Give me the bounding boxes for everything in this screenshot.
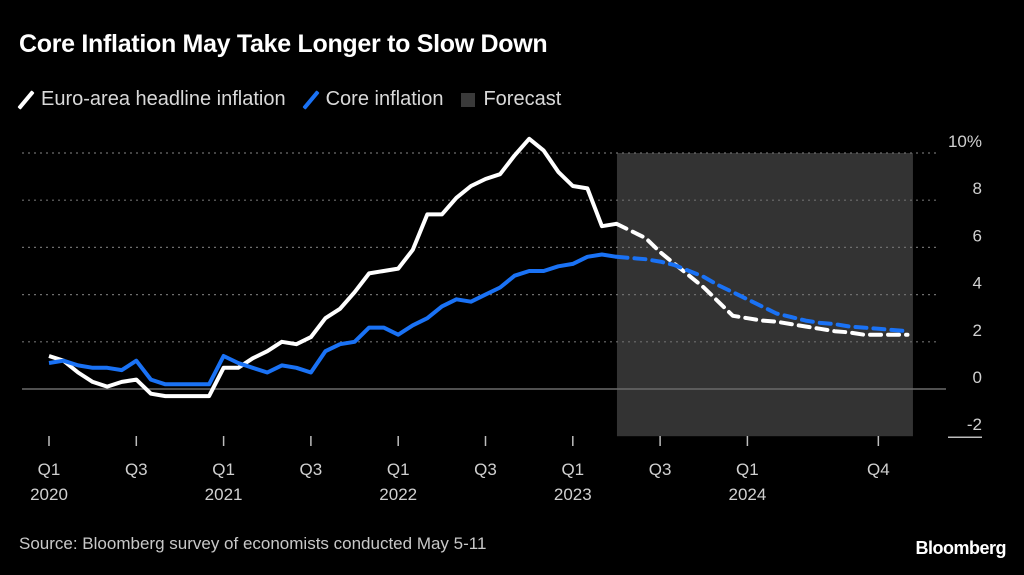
legend-item-headline: Euro-area headline inflation <box>19 88 286 111</box>
y-tick-label: 0 <box>973 368 982 387</box>
x-tick-label: Q3 <box>125 460 148 479</box>
y-tick-label: -2 <box>967 415 982 434</box>
gray-box-swatch-icon <box>461 92 476 107</box>
x-tick-year-label: 2020 <box>30 485 68 504</box>
x-tick-year-label: 2024 <box>728 485 766 504</box>
x-tick-label: Q1 <box>561 460 584 479</box>
legend: Euro-area headline inflation Core inflat… <box>19 88 579 111</box>
y-tick-label: 10% <box>948 132 982 151</box>
x-tick-label: Q1 <box>212 460 235 479</box>
source-note: Source: Bloomberg survey of economists c… <box>19 534 487 553</box>
x-tick-label: Q3 <box>300 460 323 479</box>
x-tick-year-label: 2022 <box>379 485 417 504</box>
y-tick-label: 4 <box>973 274 982 293</box>
x-tick-label: Q3 <box>474 460 497 479</box>
x-tick-label: Q3 <box>649 460 672 479</box>
chart-title: Core Inflation May Take Longer to Slow D… <box>19 30 548 58</box>
legend-label: Forecast <box>483 88 562 110</box>
x-tick-label: Q4 <box>867 460 890 479</box>
bloomberg-logo: Bloomberg <box>915 538 1006 558</box>
legend-item-forecast: Forecast <box>461 88 561 111</box>
headline-forecast-line <box>614 221 910 337</box>
x-tick-label: Q1 <box>38 460 61 479</box>
core-forecast-line <box>614 254 910 334</box>
x-tick-year-label: 2021 <box>205 485 243 504</box>
x-tick-label: Q1 <box>736 460 759 479</box>
headline-actual-line <box>48 136 617 399</box>
y-tick-label: 8 <box>973 179 982 198</box>
legend-item-core: Core inflation <box>304 88 444 111</box>
x-tick-label: Q1 <box>387 460 410 479</box>
legend-label: Core inflation <box>325 88 444 110</box>
core-actual-line <box>48 252 617 387</box>
y-tick-label: 2 <box>973 321 982 340</box>
x-tick-year-label: 2023 <box>554 485 592 504</box>
y-tick-label: 6 <box>973 226 982 245</box>
legend-label: Euro-area headline inflation <box>41 88 286 110</box>
